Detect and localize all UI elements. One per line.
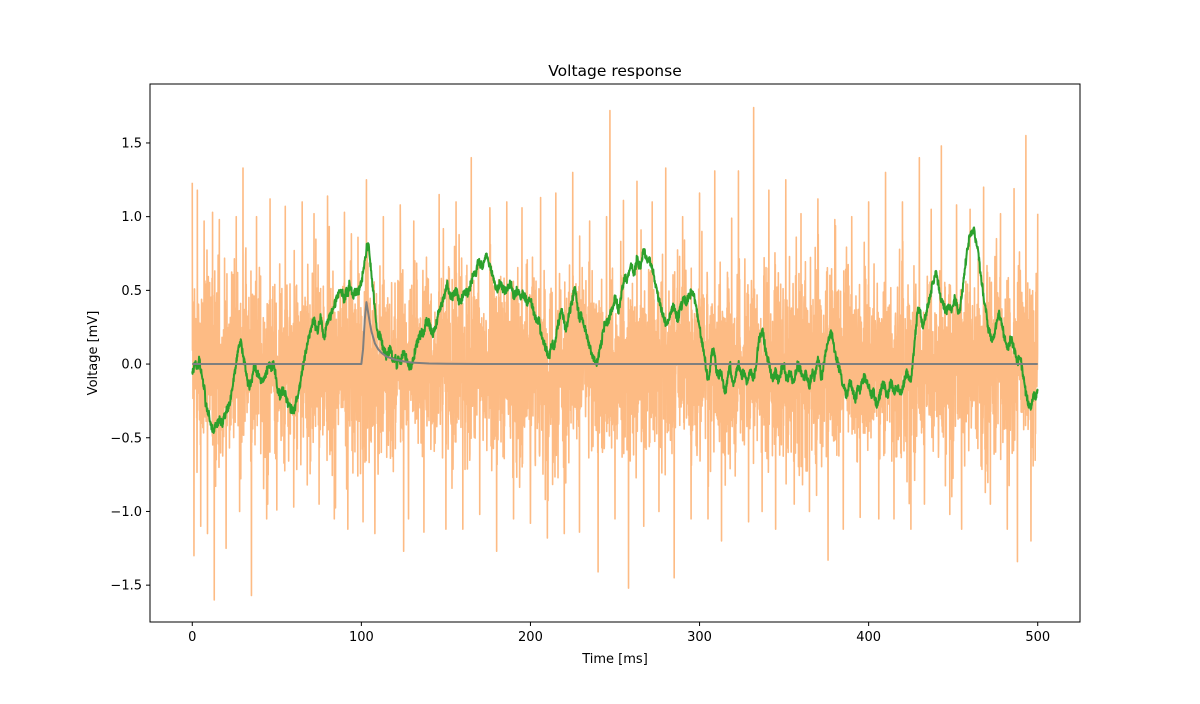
plot-frame <box>149 83 1081 623</box>
chart-title: Voltage response <box>548 62 681 80</box>
y-tick-label: −1.0 <box>110 505 142 520</box>
y-tick-label: 1.5 <box>121 136 142 151</box>
x-axis: 0 100 200 300 400 500 <box>188 622 1050 645</box>
series-line-psp <box>192 301 1038 366</box>
y-tick-label: 1.0 <box>121 210 142 225</box>
x-tick-label: 400 <box>856 630 881 645</box>
series-line-smoothed <box>191 226 1039 434</box>
x-tick-label: 200 <box>518 630 543 645</box>
y-axis-label: Voltage [mV] <box>86 311 101 396</box>
y-tick-label: 0.0 <box>121 358 142 373</box>
x-axis-label: Time [ms] <box>581 652 648 667</box>
plot-area-data <box>191 106 1039 601</box>
y-tick-label: −0.5 <box>110 431 142 446</box>
y-axis: −1.5 −1.0 −0.5 0.0 0.5 1.0 1.5 <box>110 136 150 594</box>
y-tick-label: −1.5 <box>110 579 142 594</box>
x-tick-label: 300 <box>687 630 712 645</box>
x-tick-label: 0 <box>188 630 196 645</box>
x-tick-label: 500 <box>1025 630 1050 645</box>
y-tick-label: 0.5 <box>121 284 142 299</box>
x-tick-label: 100 <box>349 630 374 645</box>
